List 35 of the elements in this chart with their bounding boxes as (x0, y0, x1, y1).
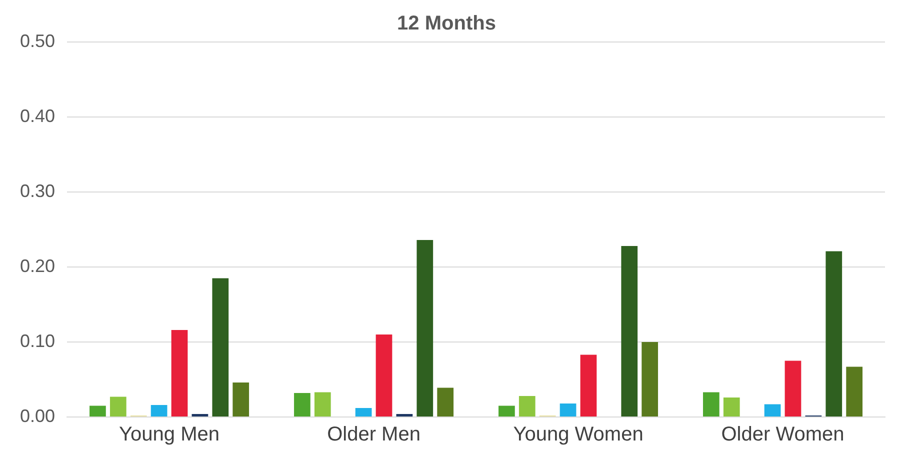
x-tick-label: Young Men (119, 424, 220, 446)
bar (376, 334, 392, 416)
bar (110, 396, 126, 416)
y-tick-label: 0.30 (20, 180, 56, 201)
bar (232, 382, 250, 416)
bar (642, 342, 658, 416)
bar (416, 240, 434, 416)
bar (294, 393, 310, 416)
y-tick-label: 0.20 (20, 256, 56, 276)
x-tick-label: Young Women (513, 424, 644, 446)
bar (314, 392, 331, 416)
x-tick-label: Older Women (721, 424, 844, 446)
bar (437, 388, 454, 416)
y-tick-label: 0.10 (20, 330, 56, 351)
bar (723, 398, 740, 416)
bar (355, 408, 372, 416)
bar (150, 405, 168, 416)
y-tick-label: 0.40 (20, 106, 56, 126)
y-tick-label: 0.00 (20, 406, 56, 426)
bar (90, 406, 106, 416)
bar (498, 406, 515, 416)
bar (212, 278, 229, 416)
x-tick-label: Older Men (327, 424, 420, 446)
bar (171, 330, 188, 416)
bar (764, 404, 781, 416)
bar (621, 246, 638, 416)
bar (703, 392, 720, 416)
bar (826, 251, 842, 416)
bar (518, 396, 536, 416)
bar (580, 354, 597, 416)
bar (846, 366, 863, 416)
bar (560, 404, 576, 416)
bar (784, 360, 802, 416)
chart-title: 12 Months (397, 12, 496, 35)
y-tick-label: 0.50 (20, 30, 56, 51)
